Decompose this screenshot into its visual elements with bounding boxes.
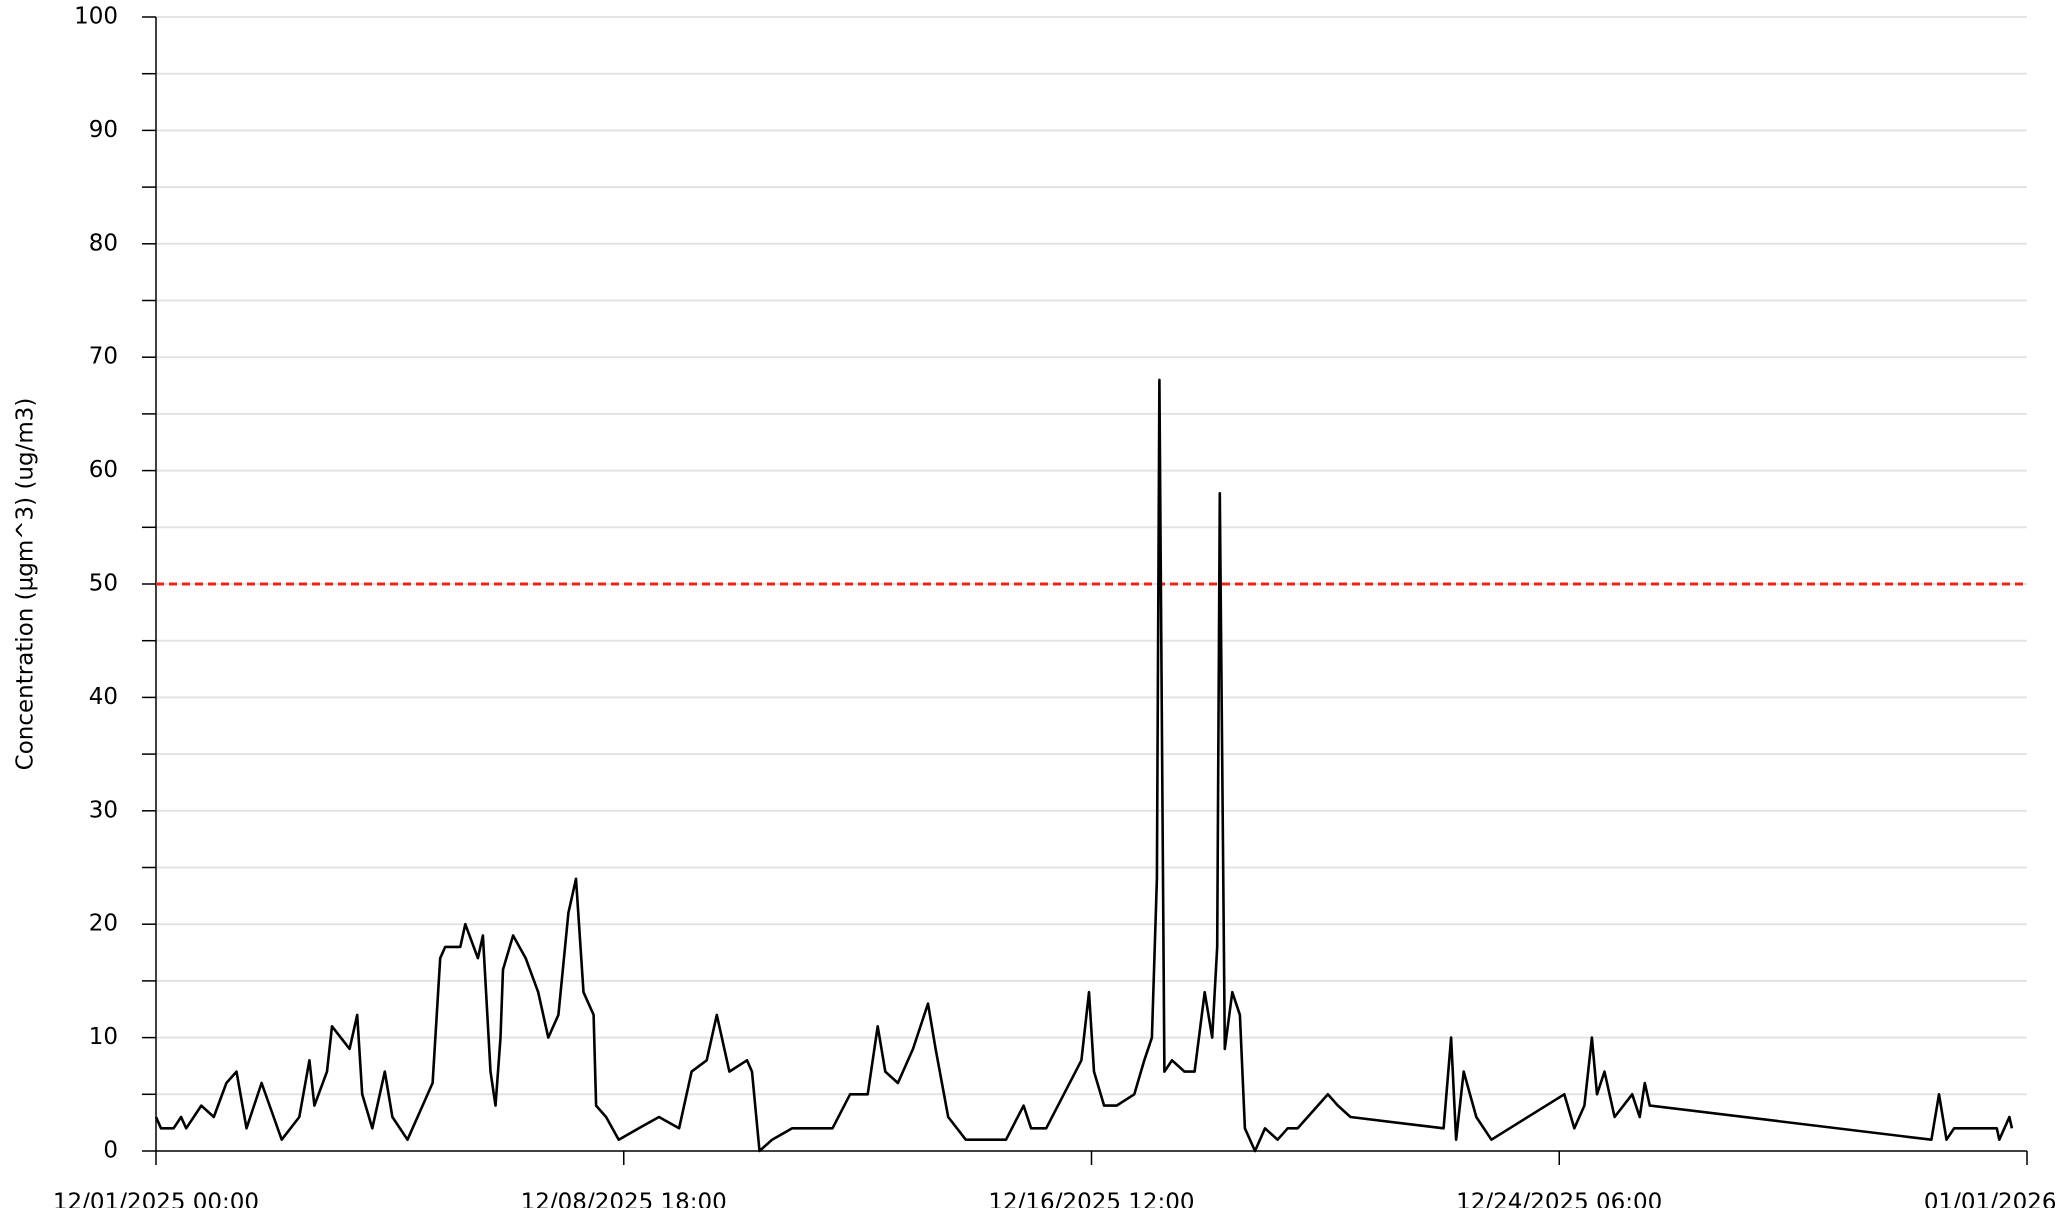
y-tick-label: 0: [103, 1138, 118, 1164]
x-tick-label: 12/16/2025 12:00: [988, 1190, 1194, 1208]
y-tick-label: 60: [89, 457, 118, 483]
x-tick-label: 12/08/2025 18:00: [521, 1190, 727, 1208]
x-tick-label: 12/24/2025 06:00: [1456, 1190, 1662, 1208]
y-tick-label: 30: [89, 797, 118, 823]
y-tick-label: 40: [89, 684, 118, 710]
y-tick-label: 90: [89, 117, 118, 143]
y-tick-label: 20: [89, 911, 118, 937]
y-tick-label: 70: [89, 344, 118, 370]
x-tick-label: 01/01/2026 00:00: [1924, 1190, 2065, 1208]
y-tick-label: 80: [89, 230, 118, 256]
y-axis-label: Concentration (µgm^3) (ug/m3): [13, 398, 39, 771]
y-tick-label: 10: [89, 1024, 118, 1050]
y-tick-label: 50: [89, 571, 118, 597]
y-tick-label: 100: [74, 4, 118, 30]
x-tick-label: 12/01/2025 00:00: [53, 1190, 259, 1208]
data-line: [154, 378, 2014, 1153]
